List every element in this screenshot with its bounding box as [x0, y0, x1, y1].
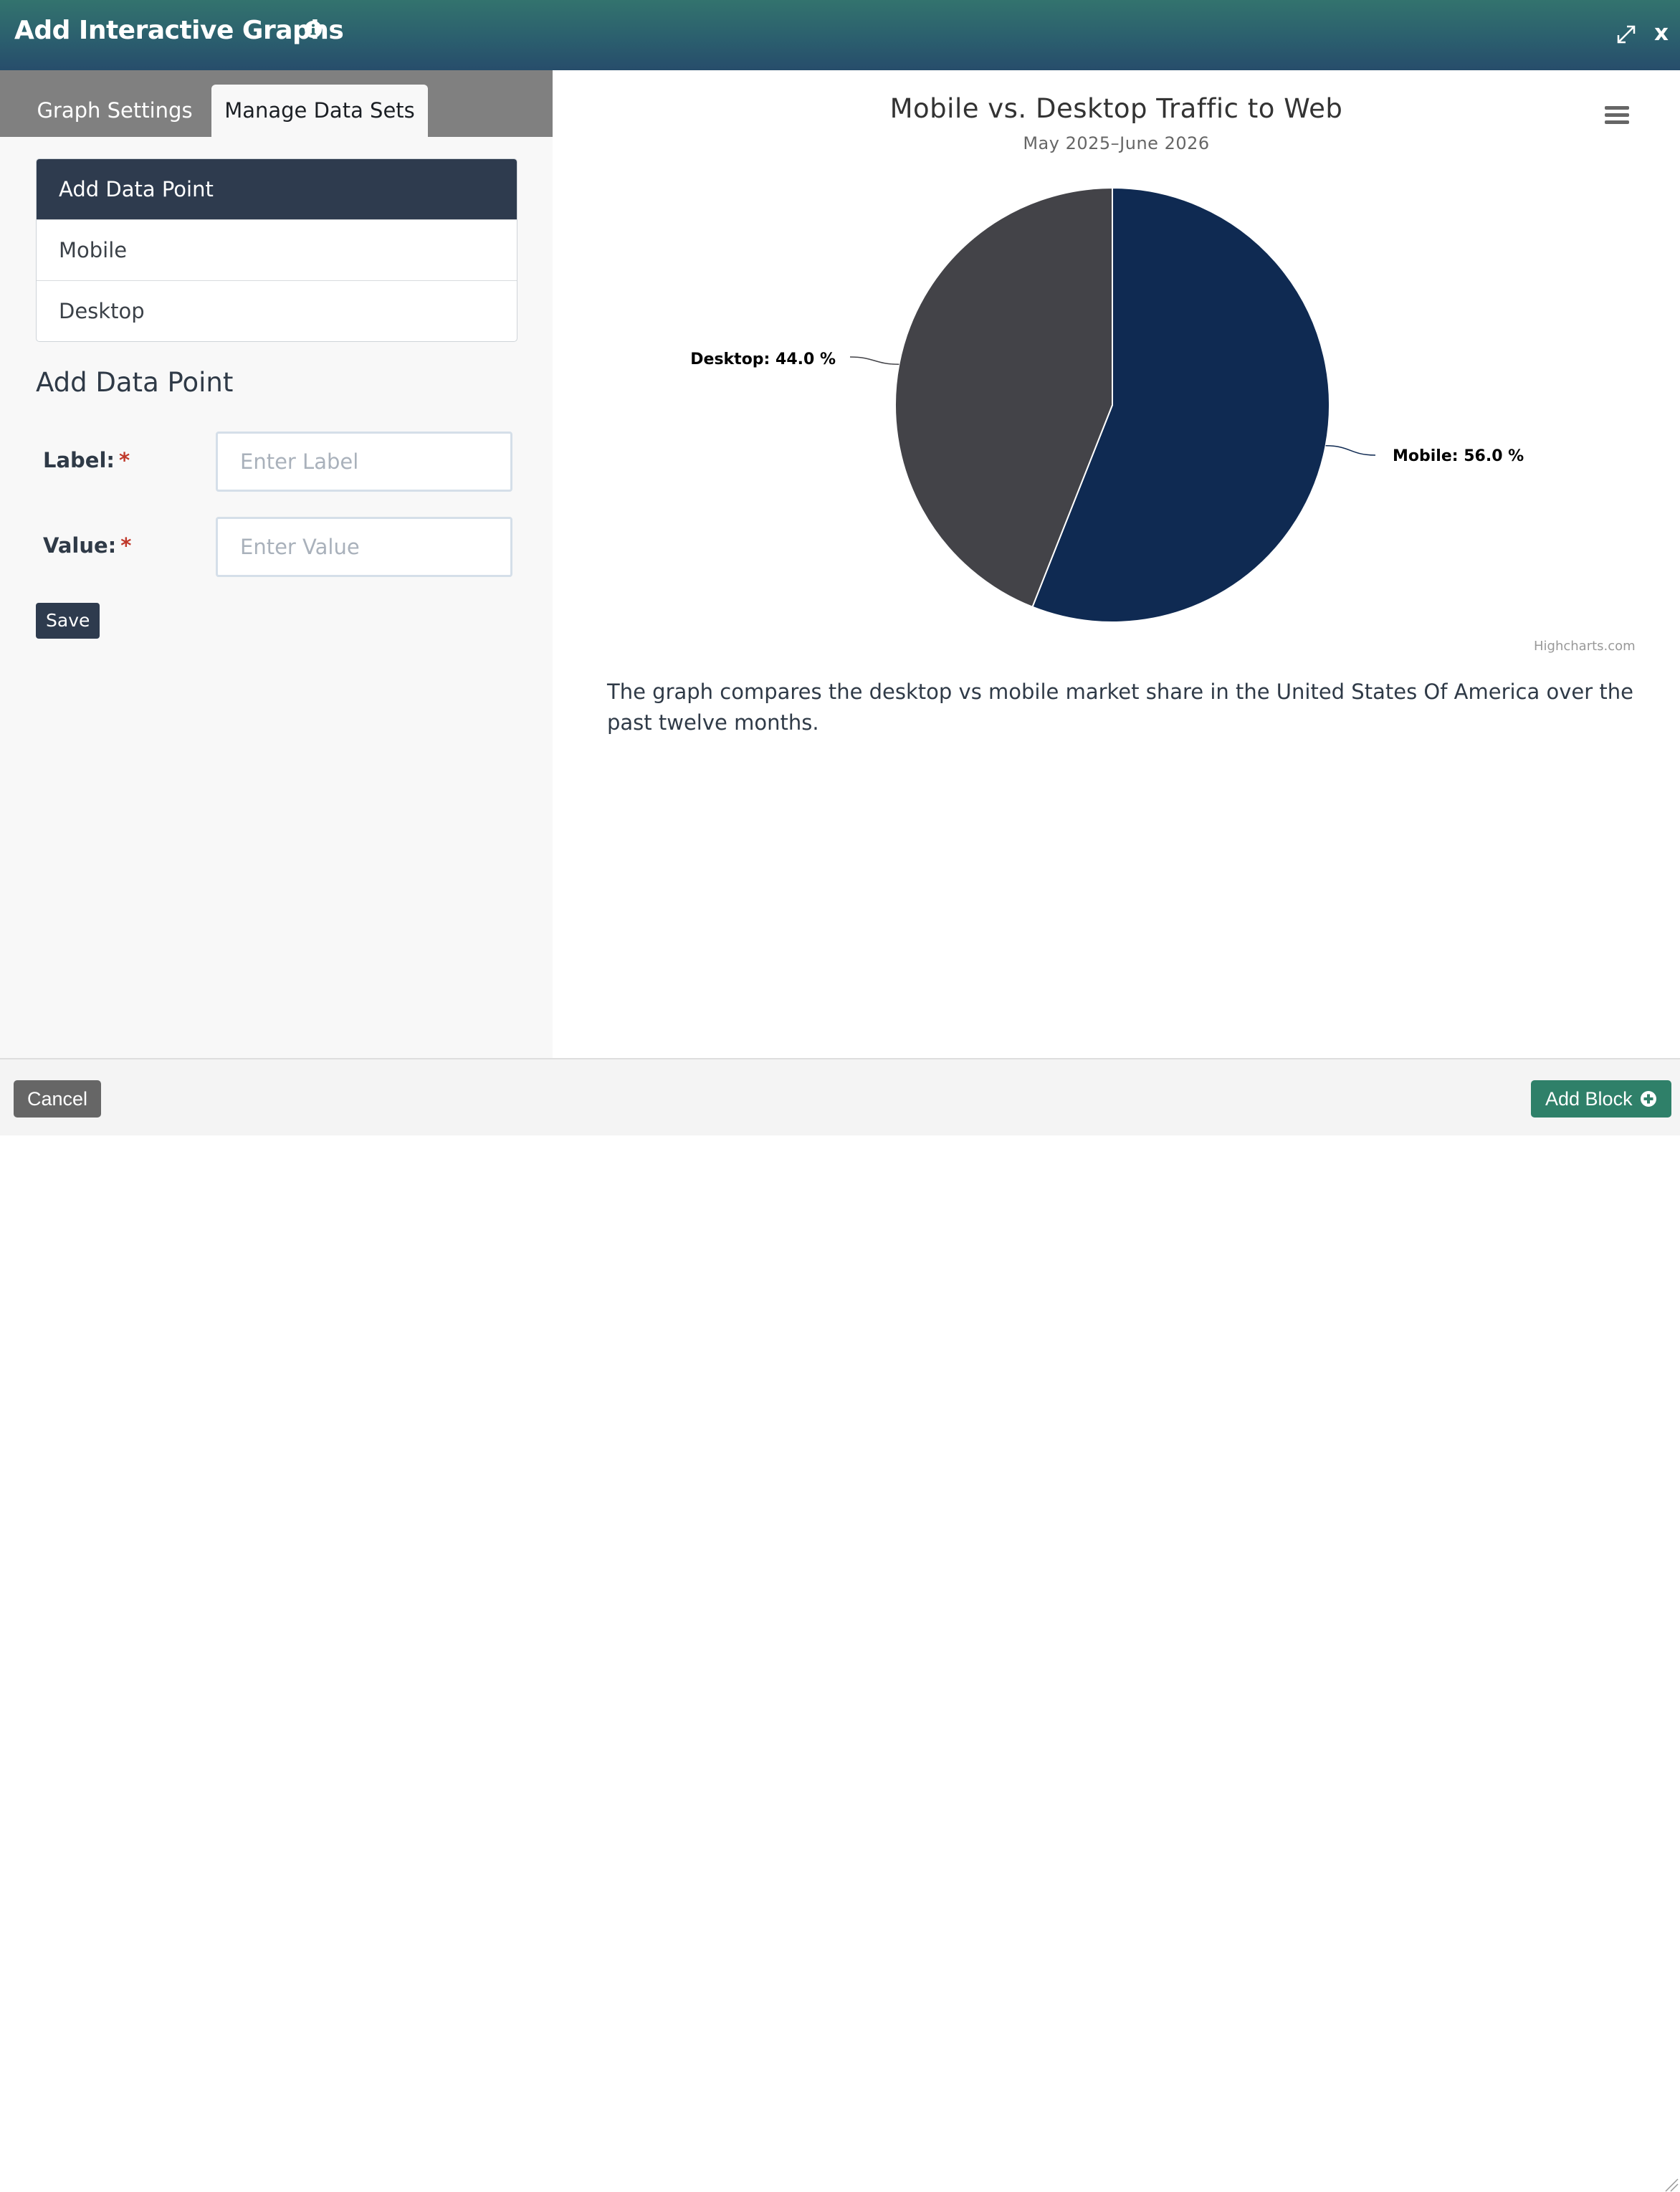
graph-description: The graph compares the desktop vs mobile… [607, 680, 1633, 735]
tabs-bar: Graph Settings Manage Data Sets [0, 70, 553, 137]
hamburger-menu-icon[interactable] [1603, 103, 1631, 128]
tab-manage-data-sets[interactable]: Manage Data Sets [211, 85, 428, 137]
save-button[interactable]: Save [36, 603, 100, 639]
pie-chart: Mobile: 56.0 % Desktop: 44.0 % [690, 186, 1524, 623]
form-heading: Add Data Point [36, 367, 234, 398]
resize-grip-icon[interactable] [1664, 2178, 1679, 2192]
data-label-mobile: Mobile: 56.0 % [1393, 447, 1524, 465]
label-field-label-text: Label: [43, 448, 115, 472]
modal-footer: Cancel Add Block [0, 1058, 1680, 2192]
required-mark: * [120, 533, 132, 558]
data-sets-list: Add Data Point Mobile Desktop [36, 158, 517, 342]
label-input[interactable] [216, 432, 512, 492]
value-field-label-text: Value: [43, 533, 117, 558]
close-icon[interactable]: x [1654, 20, 1669, 46]
add-block-label: Add Block [1545, 1088, 1633, 1110]
add-block-button[interactable]: Add Block [1531, 1080, 1671, 1118]
list-item-mobile[interactable]: Mobile [37, 219, 517, 280]
value-input[interactable] [216, 517, 512, 577]
chart-title: Mobile vs. Desktop Traffic to Web [889, 93, 1343, 124]
expand-icon[interactable] [1615, 24, 1637, 45]
modal-title: Add Interactive Graphs [14, 16, 344, 45]
label-connector-mobile [1325, 445, 1376, 456]
label-field-label: Label: * [43, 448, 130, 472]
list-item-desktop[interactable]: Desktop [37, 280, 517, 341]
cancel-button[interactable]: Cancel [14, 1080, 101, 1118]
tab-graph-settings[interactable]: Graph Settings [37, 98, 193, 123]
value-field-label: Value: * [43, 533, 131, 558]
list-item-add-data-point[interactable]: Add Data Point [37, 159, 517, 219]
plus-circle-icon [1641, 1091, 1656, 1107]
pie-slice-desktop[interactable] [894, 186, 1113, 609]
label-connector-desktop [849, 356, 899, 365]
chart-subtitle: May 2025–June 2026 [1023, 133, 1210, 153]
chart-panel: Mobile: 56.0 % Desktop: 44.0 % Mobile vs.… [553, 70, 1680, 1058]
info-icon[interactable] [304, 20, 323, 39]
left-panel: Graph Settings Manage Data Sets Add Data… [0, 70, 553, 1058]
chart-credits-link[interactable]: Highcharts.com [1534, 639, 1636, 654]
modal-header: Add Interactive Graphs x [0, 0, 1680, 70]
data-label-desktop: Desktop: 44.0 % [690, 351, 836, 368]
required-mark: * [119, 448, 130, 472]
